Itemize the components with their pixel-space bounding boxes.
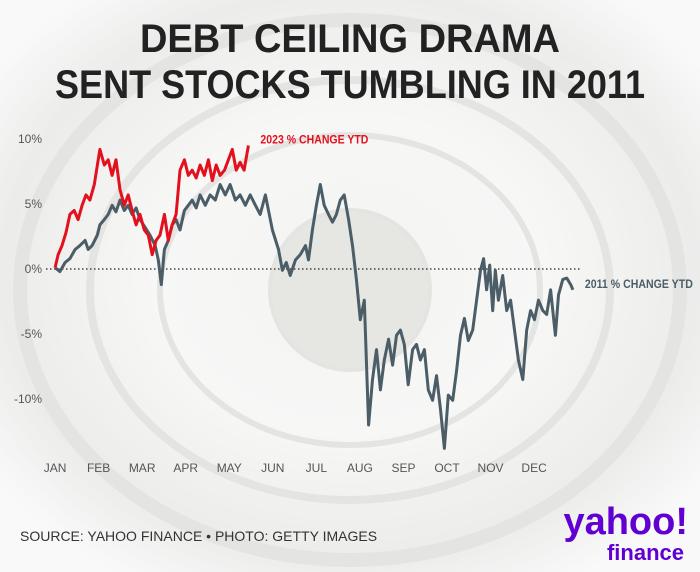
series-line xyxy=(54,183,575,450)
y-tick-label: 0% xyxy=(25,262,43,276)
x-tick-label: FEB xyxy=(87,461,110,475)
x-tick-label: MAR xyxy=(129,461,156,475)
source: SOURCE: YAHOO FINANCE • PHOTO: GETTY IMA… xyxy=(20,528,377,544)
title-line: DEBT CEILING DRAMA xyxy=(140,17,560,61)
y-tick-label: 10% xyxy=(18,132,42,146)
series-label: 2023 % CHANGE YTD xyxy=(260,133,368,147)
x-tick-label: JAN xyxy=(44,461,67,475)
logo-product: finance xyxy=(607,540,684,565)
x-tick-label: MAY xyxy=(217,461,242,475)
x-tick-label: SEP xyxy=(391,461,415,475)
x-tick-label: APR xyxy=(173,461,198,475)
logo-brand: yahoo! xyxy=(563,501,688,543)
x-tick-label: DEC xyxy=(521,461,547,475)
x-tick-label: AUG xyxy=(347,461,373,475)
dome-decor xyxy=(13,13,687,567)
title-line: SENT STOCKS TUMBLING IN 2011 xyxy=(55,63,645,107)
series-label: 2011 % CHANGE YTD xyxy=(585,277,693,291)
x-tick-label: NOV xyxy=(478,461,504,475)
x-tick-label: JUN xyxy=(261,461,284,475)
y-tick-label: -5% xyxy=(21,327,43,341)
y-tick-label: 5% xyxy=(25,197,43,211)
x-tick-label: JUL xyxy=(306,461,328,475)
y-tick-label: -10% xyxy=(14,392,42,406)
series-line xyxy=(53,145,250,269)
x-tick-label: OCT xyxy=(434,461,460,475)
